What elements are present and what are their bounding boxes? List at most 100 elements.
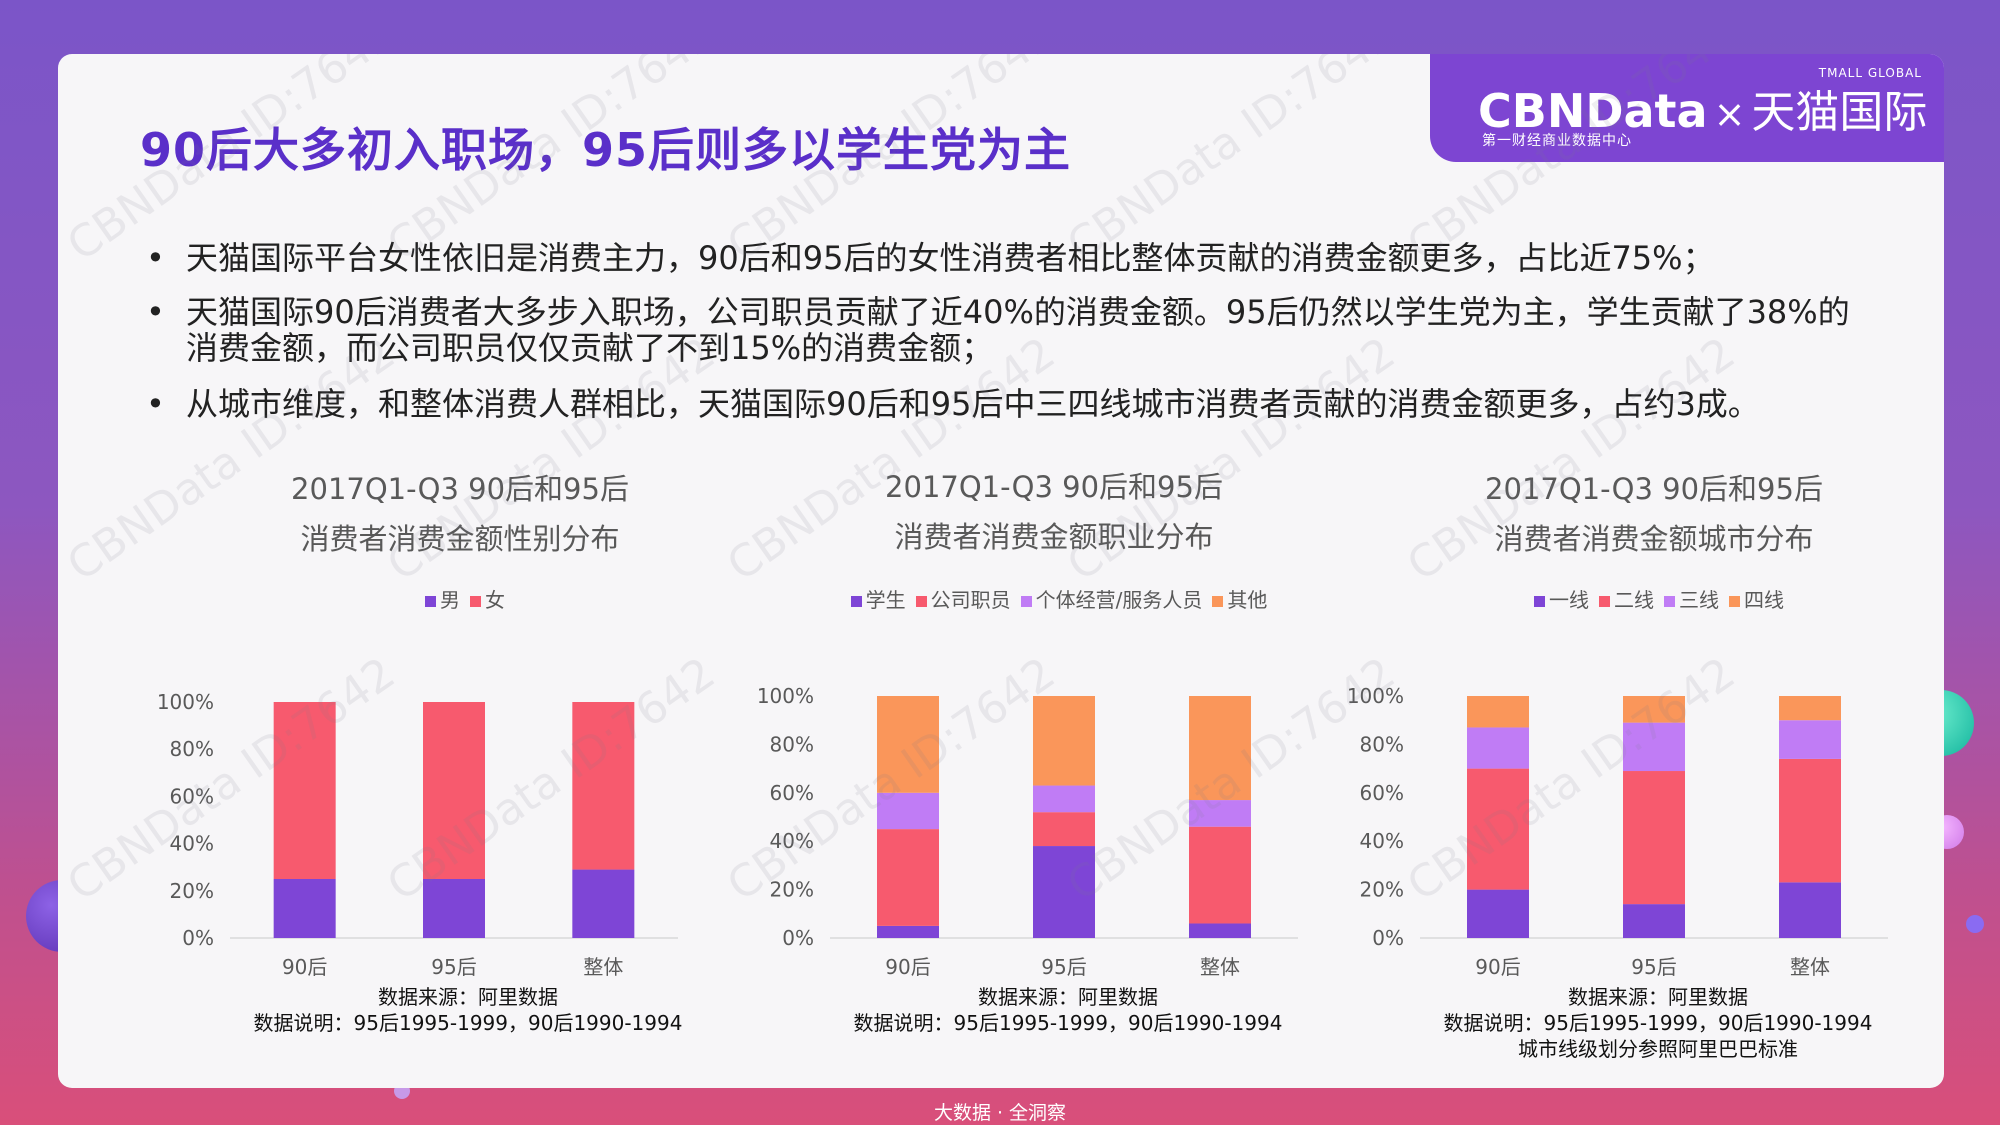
logo-tmall-global: TMALL GLOBAL xyxy=(1818,66,1922,80)
y-tick-label: 40% xyxy=(1360,829,1404,853)
chart-gender-title: 2017Q1-Q3 90后和95后 消费者消费金额性别分布 xyxy=(200,464,720,564)
bullet-item: 天猫国际平台女性依旧是消费主力，90后和95后的女性消费者相比整体贡献的消费金额… xyxy=(140,240,1860,276)
bar-segment xyxy=(1189,696,1251,801)
legend-swatch xyxy=(425,596,436,607)
note-city-tier: 城市线级划分参照阿里巴巴标准 xyxy=(1518,1037,1798,1061)
legend-label: 三线 xyxy=(1679,588,1719,612)
legend-swatch xyxy=(470,596,481,607)
x-tick-label: 95后 xyxy=(1041,955,1086,979)
bar-segment xyxy=(273,702,336,879)
slide-title: 90后大多初入职场，95后则多以学生党为主 xyxy=(140,123,1072,177)
logo-partner: 天猫国际 xyxy=(1751,87,1928,138)
x-tick-label: 95后 xyxy=(431,955,476,979)
bar-segment xyxy=(1033,696,1095,786)
x-tick-label: 95后 xyxy=(1631,955,1676,979)
y-tick-label: 20% xyxy=(1360,878,1404,902)
legend-label: 公司职员 xyxy=(930,588,1011,612)
legend-item: 其他 xyxy=(1202,584,1267,613)
x-tick-label: 90后 xyxy=(885,955,930,979)
legend-swatch xyxy=(1729,596,1740,607)
logo-main-text: CBNData × 天猫国际 xyxy=(1478,76,1927,140)
legend-item: 一线 xyxy=(1524,584,1589,613)
bar-segment xyxy=(1779,696,1841,721)
chart-title-line: 消费者消费金额城市分布 xyxy=(1494,522,1814,556)
legend-item: 二线 xyxy=(1589,584,1654,613)
legend-item: 三线 xyxy=(1654,584,1719,613)
y-tick-label: 100% xyxy=(1347,684,1404,708)
bar-segment xyxy=(572,869,635,938)
bar-segment xyxy=(877,696,939,793)
bar-segment xyxy=(877,925,939,938)
note-definition: 数据说明：95后1995-1999，90后1990-1994 xyxy=(853,1011,1283,1035)
legend-swatch xyxy=(1212,596,1224,607)
legend-item: 男 xyxy=(415,584,460,613)
legend-swatch xyxy=(1020,596,1032,607)
chart-city-notes: 数据来源：阿里数据 数据说明：95后1995-1999，90后1990-1994… xyxy=(1348,984,1944,1062)
legend-label: 学生 xyxy=(865,588,906,612)
bar-segment xyxy=(1623,771,1685,905)
footer-tagline: 大数据 · 全洞察 xyxy=(933,1102,1067,1124)
bar-segment xyxy=(1033,785,1095,813)
y-tick-label: 0% xyxy=(182,926,214,950)
chart-title-line: 2017Q1-Q3 90后和95后 xyxy=(1485,472,1823,506)
chart-title-line: 2017Q1-Q3 90后和95后 xyxy=(885,470,1223,504)
legend-item: 个体经营/服务人员 xyxy=(1011,584,1203,613)
y-tick-label: 60% xyxy=(1360,781,1404,805)
legend-swatch xyxy=(915,596,927,607)
chart-city-title: 2017Q1-Q3 90后和95后 消费者消费金额城市分布 xyxy=(1394,464,1914,564)
logo-brand: CBNData xyxy=(1478,84,1708,138)
logo-times: × xyxy=(1713,92,1746,136)
y-tick-label: 20% xyxy=(170,879,214,903)
note-source: 数据来源：阿里数据 xyxy=(978,985,1158,1009)
y-tick-label: 100% xyxy=(757,684,814,708)
chart-gender-plot: 0% 20% 40% 60% 80% 100% 90后 95后 整体 xyxy=(157,690,678,979)
bar-segment xyxy=(1033,846,1095,938)
bullet-list: 天猫国际平台女性依旧是消费主力，90后和95后的女性消费者相比整体贡献的消费金额… xyxy=(140,240,1860,442)
y-tick-label: 60% xyxy=(170,784,214,808)
legend-item: 女 xyxy=(460,584,505,613)
bar-segment xyxy=(1623,696,1685,723)
legend-item: 公司职员 xyxy=(906,584,1011,613)
bullet-item: 天猫国际90后消费者大多步入职场，公司职员贡献了近40%的消费金额。95后仍然以… xyxy=(140,294,1860,366)
legend-label: 其他 xyxy=(1227,588,1268,612)
legend-swatch xyxy=(1599,596,1610,607)
logo-subtitle: 第一财经商业数据中心 xyxy=(1482,133,1632,149)
x-tick-label: 90后 xyxy=(282,955,327,979)
chart-city-plot: 0% 20% 40% 60% 80% 100% 90后 95后 整体 xyxy=(1347,684,1888,979)
decor-ball-violet-tiny xyxy=(1966,915,1984,933)
bar-segment xyxy=(1467,727,1529,769)
chart-occupation-legend: 学生 公司职员 个体经营/服务人员 其他 xyxy=(754,584,1354,613)
bar-segment xyxy=(1779,758,1841,883)
y-tick-label: 0% xyxy=(1372,926,1404,950)
y-tick-label: 80% xyxy=(770,732,814,756)
legend-label: 二线 xyxy=(1614,588,1654,612)
legend-label: 四线 xyxy=(1744,588,1784,612)
bar-segment xyxy=(273,879,336,938)
chart-occupation-plot: 0% 20% 40% 60% 80% 100% 90后 95后 整体 xyxy=(757,684,1298,979)
bar-segment xyxy=(1189,800,1251,827)
y-tick-label: 60% xyxy=(770,781,814,805)
legend-item: 学生 xyxy=(841,584,906,613)
bar-segment xyxy=(877,792,939,830)
bullet-item: 从城市维度，和整体消费人群相比，天猫国际90后和95后中三四线城市消费者贡献的消… xyxy=(140,386,1860,422)
legend-swatch xyxy=(1534,596,1545,607)
x-tick-label: 整体 xyxy=(1200,955,1240,979)
note-definition: 数据说明：95后1995-1999，90后1990-1994 xyxy=(1443,1011,1873,1035)
bar-segment xyxy=(1779,720,1841,759)
x-tick-label: 整体 xyxy=(583,955,623,979)
note-definition: 数据说明：95后1995-1999，90后1990-1994 xyxy=(253,1011,683,1035)
bar-segment xyxy=(877,829,939,926)
legend-label: 一线 xyxy=(1549,588,1589,612)
bar-segment xyxy=(1467,696,1529,728)
bar-segment xyxy=(572,702,635,870)
bar-segment xyxy=(1623,904,1685,938)
bar-segment xyxy=(1779,882,1841,938)
bar-segment xyxy=(1033,812,1095,847)
bar-segment xyxy=(1189,923,1251,938)
legend-label: 个体经营/服务人员 xyxy=(1035,588,1203,612)
chart-title-line: 2017Q1-Q3 90后和95后 xyxy=(291,472,629,506)
brand-logo: TMALL GLOBAL CBNData × 天猫国际 第一财经商业数据中心 xyxy=(1430,54,1944,162)
chart-gender-notes: 数据来源：阿里数据 数据说明：95后1995-1999，90后1990-1994 xyxy=(158,984,778,1036)
bar-segment xyxy=(423,879,485,938)
legend-label: 男 xyxy=(440,588,460,612)
